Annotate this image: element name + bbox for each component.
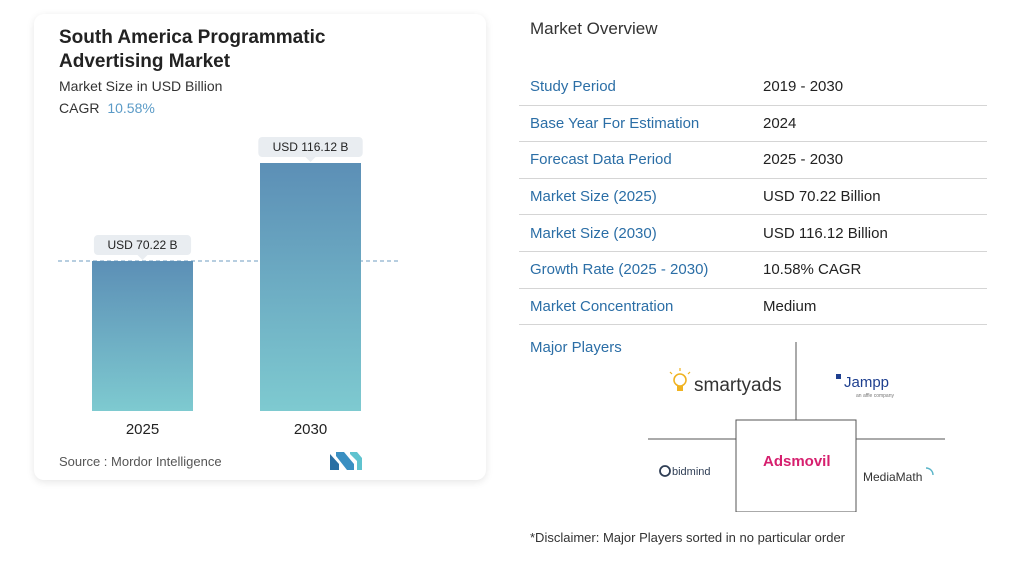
source-text: Source : Mordor Intelligence xyxy=(59,454,222,469)
mediamath-name: MediaMath xyxy=(863,470,922,484)
mediamath-arc-icon xyxy=(925,467,934,476)
chart-card: South America Programmatic Advertising M… xyxy=(34,14,486,480)
overview-row-value: 2024 xyxy=(763,114,797,132)
overview-table: Study Period 2019 - 2030 Base Year For Est… xyxy=(519,69,987,326)
data-label-box xyxy=(258,137,363,157)
overview-row: Study Period 2019 - 2030 xyxy=(519,69,987,106)
overview-row-value: 2019 - 2030 xyxy=(763,78,844,96)
overview-row-label: Market Concentration xyxy=(530,297,674,315)
bidmind-logo: bidmind xyxy=(659,465,711,478)
disclaimer: *Disclaimer: Major Players sorted in no … xyxy=(530,530,846,545)
overview-row-value: USD 70.22 Billion xyxy=(763,188,881,206)
players-title: Major Players xyxy=(530,339,622,356)
jampp-tagline: an affle company xyxy=(856,393,894,399)
overview-title: Market Overview xyxy=(530,19,658,38)
lightbulb-icon xyxy=(669,368,691,391)
mediamath-logo: MediaMath xyxy=(863,467,934,484)
bar-chart: USD 70.22 B 2025 USD 116.12 B 2030 xyxy=(58,137,399,438)
jampp-square-icon xyxy=(836,374,841,379)
smartyads-logo: smartyads xyxy=(669,368,782,396)
overview-row-label: Forecast Data Period xyxy=(530,151,672,169)
x-tick-label: 2025 xyxy=(126,421,159,438)
overview-row-label: Study Period xyxy=(530,78,616,96)
overview-row-value: USD 116.12 Billion xyxy=(763,224,888,242)
overview-row-value: 2025 - 2030 xyxy=(763,151,844,169)
bidmind-name: bidmind xyxy=(672,466,711,478)
overview-row-value: 10.58% CAGR xyxy=(763,261,862,279)
jampp-name: Jampp xyxy=(844,374,889,391)
overview-row: Forecast Data Period 2025 - 2030 xyxy=(519,142,987,179)
data-label-pointer xyxy=(137,255,148,261)
data-label-pointer xyxy=(305,157,316,162)
overview-row-label: Market Size (2030) xyxy=(530,224,657,242)
overview-row-label: Market Size (2025) xyxy=(530,188,657,206)
cagr-value: 10.58% xyxy=(107,100,155,116)
data-label: USD 70.22 B xyxy=(107,238,177,252)
bidmind-ring-icon xyxy=(659,465,671,477)
center-box xyxy=(735,419,857,512)
bar-2025 xyxy=(92,261,193,411)
chart-title: South America Programmatic Advertising M… xyxy=(59,27,326,72)
overview-row: Market Size (2025) USD 70.22 Billion xyxy=(519,179,987,216)
cagr-row: CAGR 10.58% xyxy=(59,100,155,116)
data-label: USD 116.12 B xyxy=(273,140,349,154)
bar-2030 xyxy=(260,163,361,411)
overview-row: Base Year For Estimation 2024 xyxy=(519,106,987,143)
jampp-logo: Jampp an affle company xyxy=(836,374,894,399)
overview-row-label: Base Year For Estimation xyxy=(530,114,700,132)
smartyads-name: smartyads xyxy=(694,375,782,396)
overview-row: Growth Rate (2025 - 2030) 10.58% CAGR xyxy=(519,252,987,289)
mordor-logo-icon xyxy=(330,452,362,470)
major-players-grid: smartyads Jampp an affle company bidmind… xyxy=(648,342,945,512)
cagr-label: CAGR xyxy=(59,100,100,116)
chart-subtitle: Market Size in USD Billion xyxy=(59,78,223,94)
adsmovil-name: Adsmovil xyxy=(763,453,831,470)
overview-row: Market Concentration Medium xyxy=(519,289,987,326)
data-label-box xyxy=(93,235,192,256)
overview-row-value: Medium xyxy=(763,297,817,315)
overview-row-label: Growth Rate (2025 - 2030) xyxy=(530,261,709,279)
x-tick-label: 2030 xyxy=(294,421,327,438)
overview-row: Market Size (2030) USD 116.12 Billion xyxy=(519,215,987,252)
